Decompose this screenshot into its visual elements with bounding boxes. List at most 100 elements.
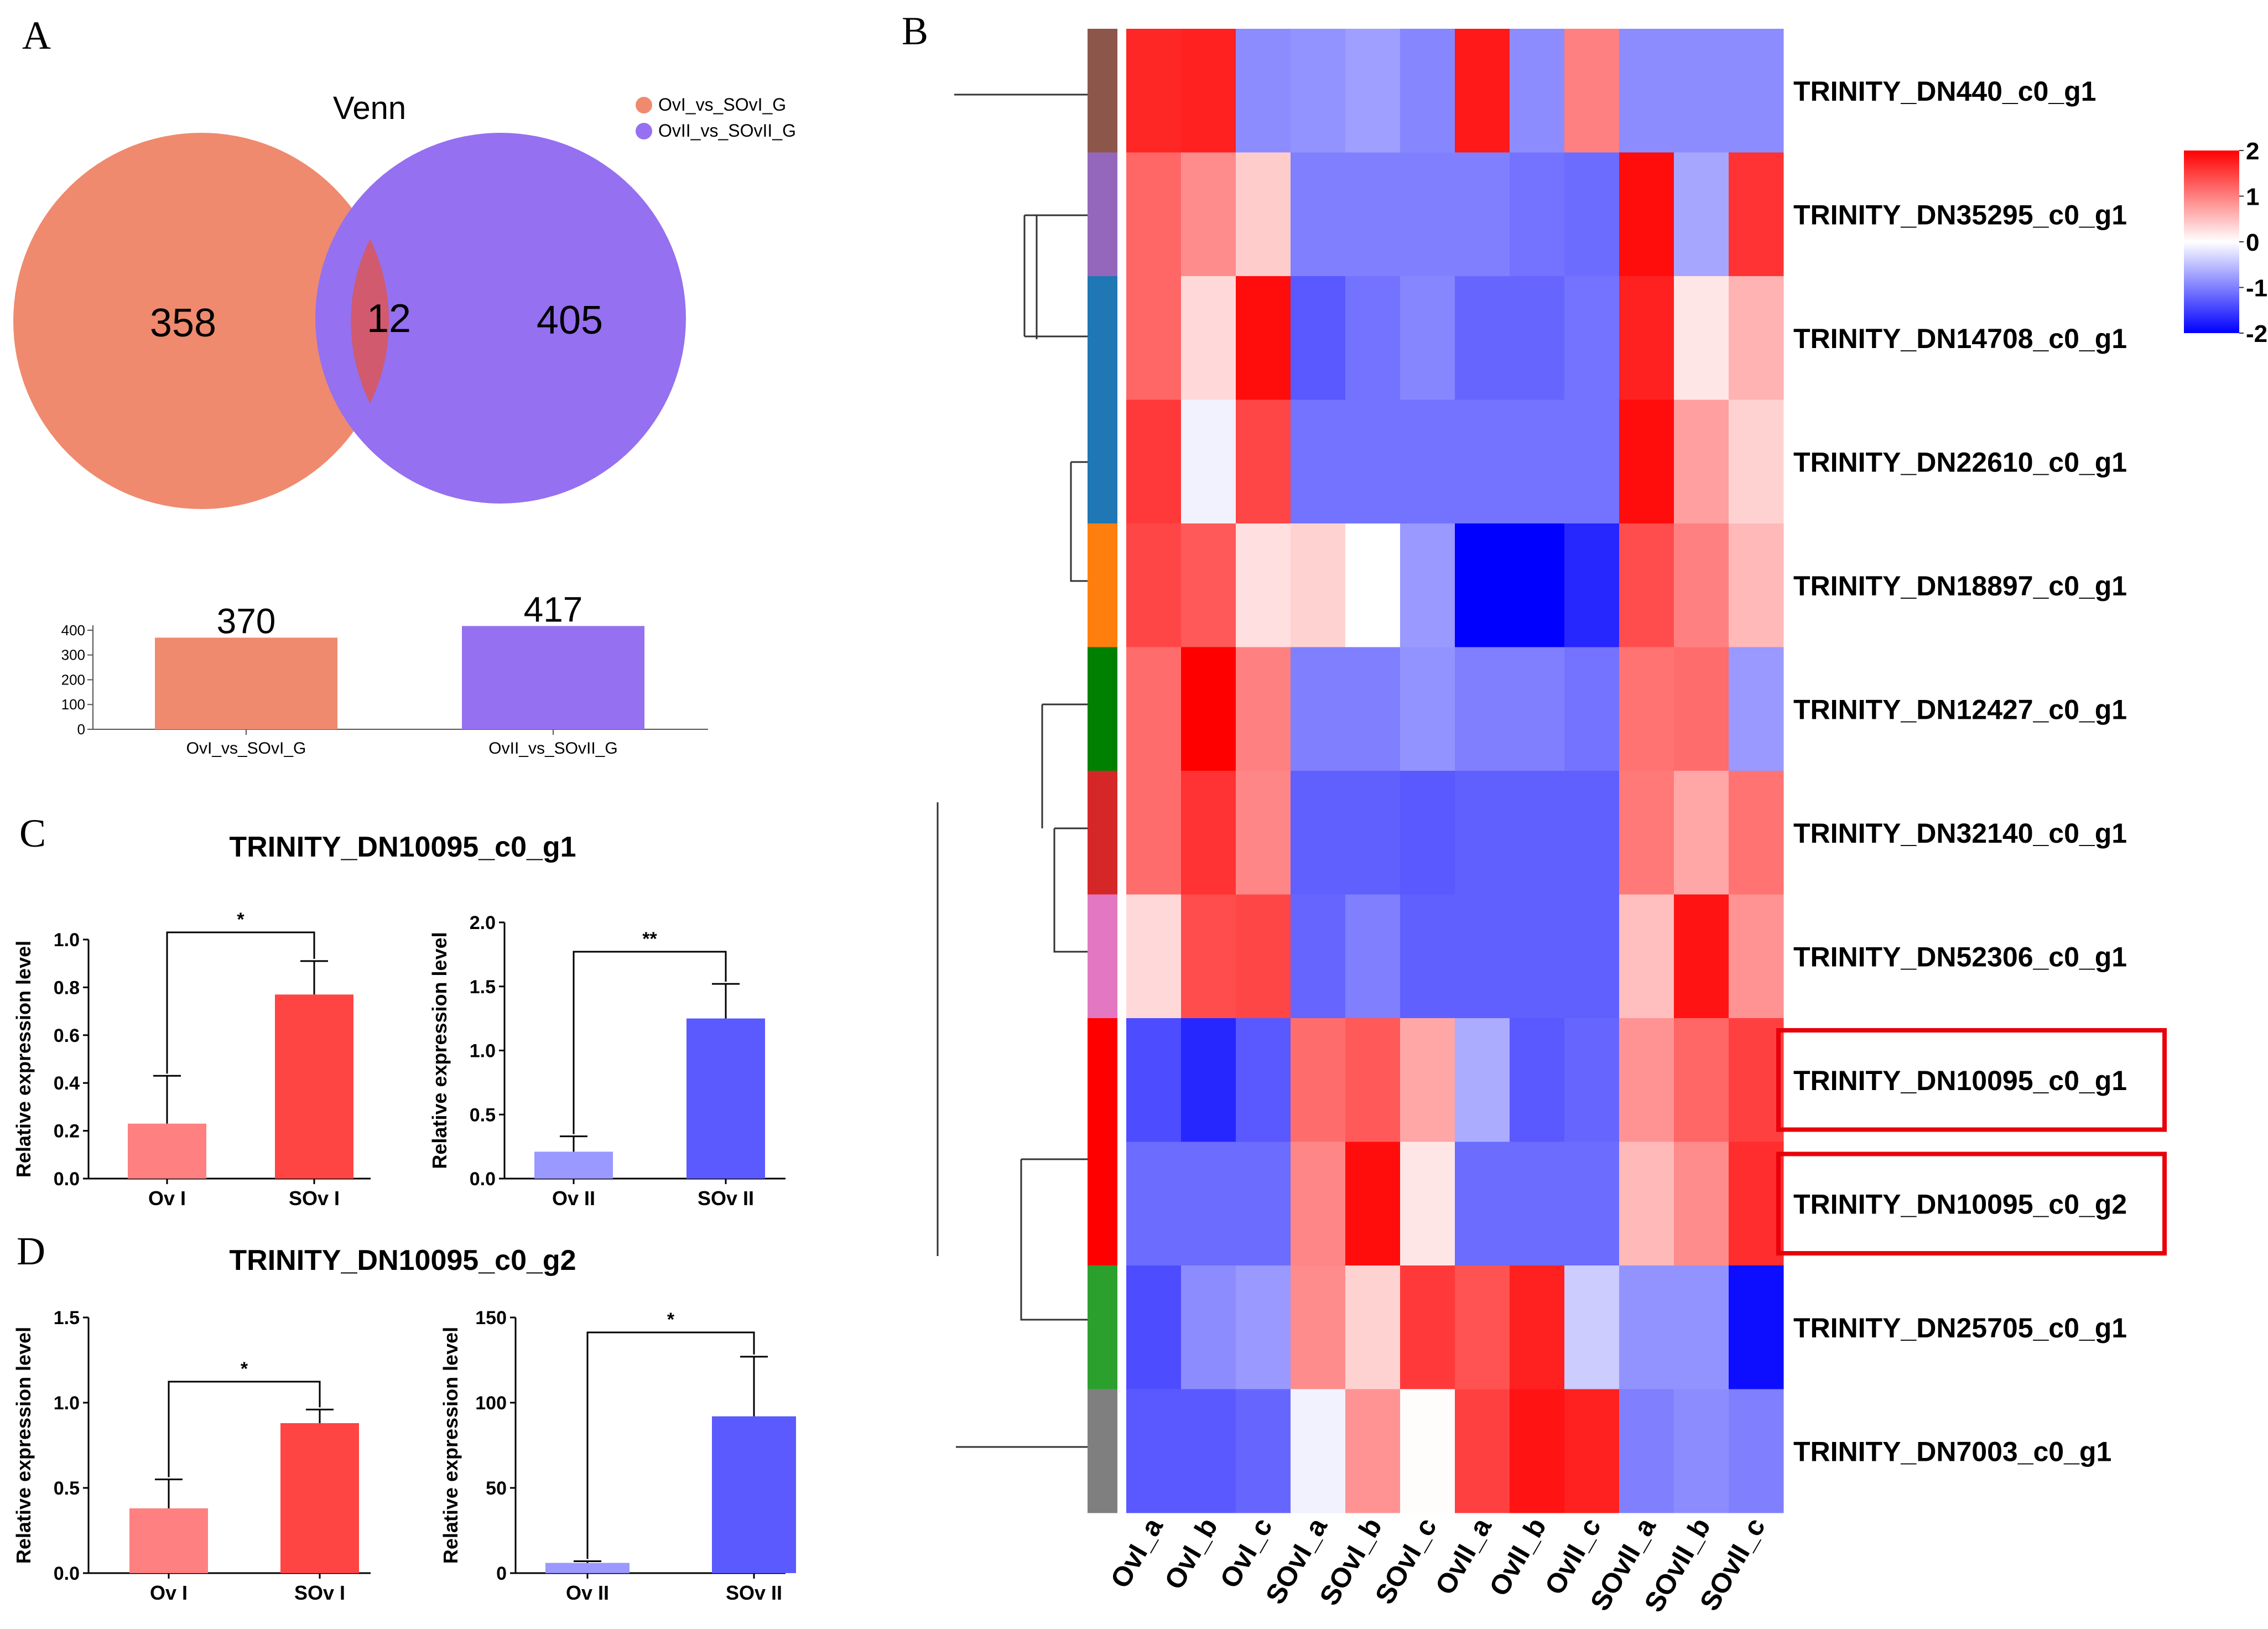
heatmap-cell: [1291, 1142, 1346, 1266]
heatmap-cell: [1619, 276, 1674, 400]
heatmap-cell: [1181, 29, 1236, 153]
bar: [129, 1508, 208, 1573]
heatmap-cell: [1400, 152, 1455, 277]
heatmap-cell: [1345, 400, 1401, 524]
colorbar-ramp: [2184, 151, 2239, 333]
heatmap-cell: [1510, 29, 1565, 153]
heatmap-cell: [1729, 523, 1784, 647]
heatmap-cell: [1400, 400, 1455, 524]
panel-a: A Venn 358 12 405 OvI_vs_SOvI_G OvII_vs_…: [13, 13, 796, 758]
y-tick-label: 0: [496, 1563, 507, 1584]
heatmap-cell: [1236, 1265, 1291, 1389]
heatmap-cell: [1455, 647, 1510, 771]
heatmap-column-label: OvI_b: [1158, 1513, 1224, 1595]
heatmap-cell: [1510, 894, 1565, 1019]
set-size-bar-chart: 0 100 200 300 400 370 OvI_vs_SOvI_G 417 OvII_vs_…: [61, 589, 708, 758]
heatmap-cell: [1291, 1018, 1346, 1142]
heatmap-cell: [1455, 152, 1510, 277]
heatmap-cell: [1345, 1142, 1401, 1266]
y-tick-label: 100: [475, 1393, 507, 1414]
heatmap-row-label: TRINITY_DN440_c0_g1: [1793, 76, 2096, 107]
heatmap-column-label: OvI_a: [1104, 1512, 1169, 1593]
bar: [462, 626, 644, 729]
heatmap-cell: [1674, 400, 1729, 524]
heatmap-row-label: TRINITY_DN7003_c0_g1: [1793, 1436, 2111, 1467]
y-tick-label: 0.6: [54, 1025, 80, 1046]
x-tick-label: SOv II: [726, 1581, 782, 1604]
heatmap-cell: [1126, 523, 1182, 647]
heatmap-cell: [1619, 152, 1674, 277]
cluster-color-bar: [1088, 29, 1117, 1513]
heatmap-cell: [1564, 400, 1620, 524]
venn-overlap-count: 12: [367, 297, 411, 341]
significance-marker: *: [237, 909, 245, 930]
heatmap-cell: [1729, 152, 1784, 277]
bar: [686, 1018, 765, 1179]
y-tick-label: 0.8: [54, 977, 80, 998]
heatmap-cell: [1564, 1265, 1620, 1389]
x-tick-label: Ov I: [150, 1581, 188, 1604]
heatmap-cell: [1345, 276, 1401, 400]
venn-left-count: 358: [150, 301, 216, 345]
heatmap-cell: [1181, 400, 1236, 524]
heatmap-cell: [1510, 152, 1565, 277]
colorbar-tick-label: -2: [2246, 320, 2267, 347]
heatmap-cell: [1181, 1389, 1236, 1513]
heatmap-cell: [1674, 523, 1729, 647]
heatmap-cell: [1291, 523, 1346, 647]
panel-letter-b: B: [902, 9, 928, 53]
legend-marker-left: [636, 97, 652, 113]
y-tick-label: 1.5: [54, 1308, 80, 1329]
heatmap-cell: [1236, 523, 1291, 647]
heatmap-cell: [1674, 647, 1729, 771]
cluster-color-segment: [1088, 400, 1117, 524]
heatmap-cell: [1236, 400, 1291, 524]
y-tick-label: 1.0: [54, 930, 80, 951]
bar: [275, 994, 353, 1179]
heatmap-cell: [1619, 894, 1674, 1019]
cluster-color-segment: [1088, 647, 1117, 771]
heatmap-cell: [1291, 152, 1346, 277]
heatmap-cell: [1619, 647, 1674, 771]
heatmap-cell: [1674, 152, 1729, 277]
significance-marker: **: [642, 928, 657, 950]
cluster-color-segment: [1088, 1389, 1117, 1513]
heatmap-cell: [1564, 276, 1620, 400]
bar-value-label: 370: [217, 601, 276, 641]
y-tick-label: 300: [61, 647, 85, 663]
heatmap-cell: [1126, 647, 1182, 771]
heatmap-cell: [1291, 894, 1346, 1019]
heatmap-cell: [1126, 400, 1182, 524]
y-tick-label: 2.0: [470, 912, 496, 933]
heatmap-cell: [1510, 1265, 1565, 1389]
y-tick-label: 150: [475, 1308, 507, 1329]
legend-label-left: OvI_vs_SOvI_G: [658, 95, 786, 115]
cluster-color-segment: [1088, 523, 1117, 647]
heatmap-cell: [1564, 152, 1620, 277]
heatmap-cell: [1729, 1018, 1784, 1142]
heatmap-cell: [1564, 771, 1620, 895]
heatmap-cell: [1181, 152, 1236, 277]
significance-marker: *: [667, 1309, 675, 1330]
heatmap-cell: [1400, 1018, 1455, 1142]
heatmap-cell: [1181, 276, 1236, 400]
heatmap-cell: [1510, 276, 1565, 400]
heatmap-cell: [1564, 29, 1620, 153]
heatmap-cell: [1674, 894, 1729, 1019]
bar: [545, 1563, 630, 1573]
panel-c: C TRINITY_DN10095_c0_g1 0.0 0.2 0.4 0.6 0.8 1…: [12, 811, 786, 1210]
heatmap-cell: [1674, 1265, 1729, 1389]
heatmap-cell: [1455, 523, 1510, 647]
heatmap-cell: [1455, 276, 1510, 400]
bar: [155, 637, 337, 729]
y-tick-label: 0: [77, 721, 85, 738]
significance-bracket: [166, 931, 315, 1074]
significance-bracket: [586, 1331, 755, 1559]
y-tick-label: 0.4: [54, 1073, 80, 1094]
heatmap-cell: [1674, 1018, 1729, 1142]
x-tick-label: SOv II: [698, 1187, 754, 1210]
heatmap-cell: [1619, 1142, 1674, 1266]
panel-letter-c: C: [19, 811, 46, 855]
highlight-box: [1776, 1028, 2167, 1132]
